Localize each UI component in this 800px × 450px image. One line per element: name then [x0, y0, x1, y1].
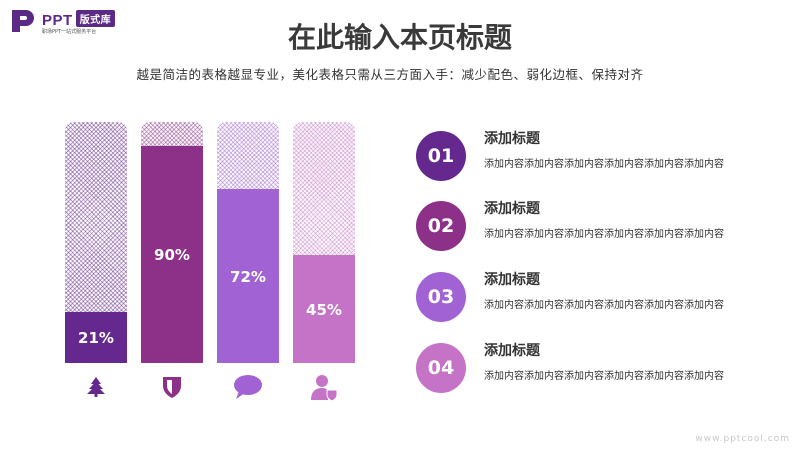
watermark: www.pptcool.com	[695, 434, 790, 444]
bar-fill-4	[293, 255, 355, 363]
shield-icon	[141, 372, 203, 402]
bar-1: 21%	[65, 122, 127, 363]
bar-4: 45%	[293, 122, 355, 363]
item-title-2: 添加标题	[484, 201, 540, 217]
list-item-3: 03 添加标题 添加内容添加内容添加内容添加内容添加内容添加内容	[416, 272, 796, 326]
item-text-3: 添加内容添加内容添加内容添加内容添加内容添加内容	[484, 300, 724, 311]
tree-icon	[65, 372, 127, 402]
bar-3: 72%	[217, 122, 279, 363]
chat-bubble-icon	[217, 372, 279, 402]
list-item-2: 02 添加标题 添加内容添加内容添加内容添加内容添加内容添加内容	[416, 201, 796, 255]
number-badge-1: 01	[416, 131, 466, 181]
page-title: 在此输入本页标题	[287, 21, 512, 54]
bar-fill-3	[217, 189, 279, 363]
list-item-1: 01 添加标题 添加内容添加内容添加内容添加内容添加内容添加内容	[416, 131, 796, 185]
number-badge-3: 03	[416, 272, 466, 322]
bar-fill-1	[65, 312, 127, 363]
bar-2: 90%	[141, 122, 203, 363]
logo-brand: PPT 版式库	[42, 10, 116, 29]
logo-badge: 版式库	[75, 10, 116, 27]
list-item-4: 04 添加标题 添加内容添加内容添加内容添加内容添加内容添加内容	[416, 343, 796, 397]
logo-mark-icon	[12, 10, 34, 32]
page-subtitle: 越是简洁的表格越显专业，美化表格只需从三方面入手：减少配色、弱化边框、保持对齐	[136, 67, 644, 82]
number-badge-2: 02	[416, 201, 466, 251]
bar-label-2: 90%	[154, 246, 190, 264]
bar-fill-2	[141, 146, 203, 363]
item-title-4: 添加标题	[484, 343, 540, 359]
item-text-2: 添加内容添加内容添加内容添加内容添加内容添加内容	[484, 229, 724, 240]
item-title-3: 添加标题	[484, 272, 540, 288]
user-shield-icon	[293, 372, 355, 402]
logo-brand-text: PPT	[42, 12, 73, 29]
bar-label-3: 72%	[230, 268, 266, 286]
logo: PPT 版式库 职场PPT一站式服务平台	[10, 8, 160, 38]
bar-label-4: 45%	[306, 301, 342, 319]
logo-tagline: 职场PPT一站式服务平台	[42, 29, 97, 35]
item-text-4: 添加内容添加内容添加内容添加内容添加内容添加内容	[484, 371, 724, 382]
number-badge-4: 04	[416, 343, 466, 393]
item-title-1: 添加标题	[484, 131, 540, 147]
item-text-1: 添加内容添加内容添加内容添加内容添加内容添加内容	[484, 159, 724, 170]
bar-label-1: 21%	[78, 329, 114, 347]
